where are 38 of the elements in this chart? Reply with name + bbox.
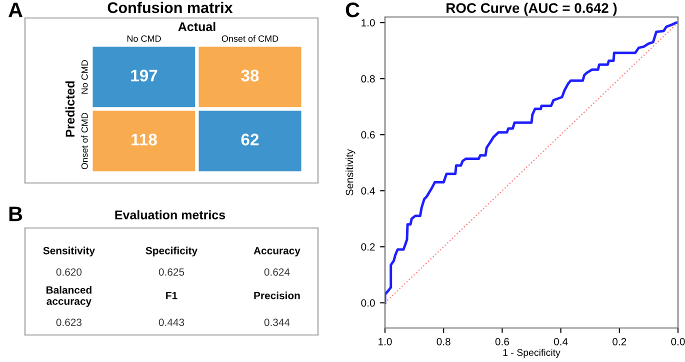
text: C: [346, 2, 360, 18]
text: Balanced accuracy: [46, 286, 92, 307]
text: 0.623: [56, 318, 82, 326]
y-tick-label: 0.8: [361, 75, 375, 83]
x-axis-title: 1 - Specificity: [503, 348, 560, 358]
y-axis-title: Predicted: [65, 81, 75, 137]
x-tick-label: 0.4: [554, 338, 568, 346]
y-tick-label: 1.0: [362, 19, 375, 26]
text: Sensitivity: [43, 246, 95, 256]
x-tick-label: 0.2: [612, 338, 626, 346]
text: Precision: [254, 292, 300, 300]
x-axis-title: Actual: [178, 22, 216, 32]
y-axis-title: Sensitivity: [346, 149, 356, 196]
y-tick-label: 0.2: [361, 243, 375, 251]
y-tick-label: 0.0: [361, 299, 375, 307]
text: 0.344: [264, 318, 290, 326]
data-label: 38: [241, 70, 259, 82]
data-label: 62: [241, 134, 259, 146]
data-label: 197: [131, 70, 158, 82]
text: 0.620: [56, 268, 82, 276]
text: Accuracy: [254, 247, 300, 256]
text: 0.443: [158, 318, 184, 326]
y-tick-label: 0.4: [361, 187, 375, 195]
data-label: 118: [132, 134, 157, 146]
text: Evaluation metrics: [115, 210, 226, 220]
chart-title: ROC Curve (AUC = 0.642 ): [446, 2, 617, 16]
y-tick-label: 0.6: [361, 131, 375, 139]
x-tick-label: 0.0: [671, 338, 685, 346]
text: F1: [166, 292, 178, 300]
text: Specificity: [146, 246, 198, 256]
x-tick-label: 0.8: [436, 338, 450, 346]
chart-title: Confusion matrix: [108, 2, 233, 14]
text: 0.625: [158, 268, 184, 276]
x-tick-label: 0.6: [495, 338, 509, 346]
x-tick-label: 1.0: [378, 338, 392, 346]
text: A: [8, 2, 22, 18]
text: 0.624: [264, 268, 290, 276]
text: B: [9, 206, 22, 222]
